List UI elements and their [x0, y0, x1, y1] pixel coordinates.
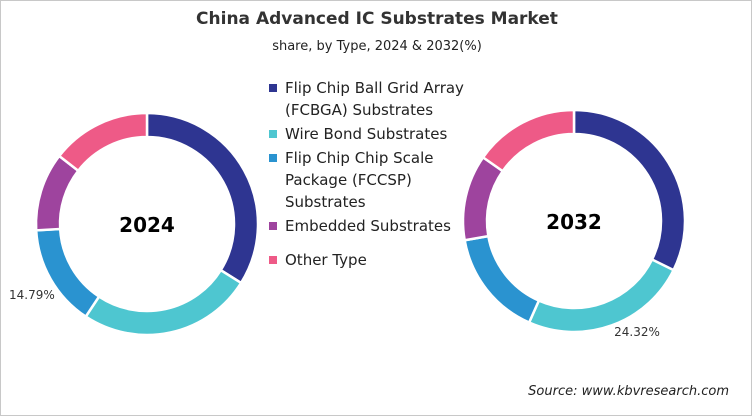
chart-subtitle: share, by Type, 2024 & 2032(%): [272, 39, 482, 54]
legend-swatch: [269, 130, 277, 138]
donut-slice: [34, 227, 101, 319]
legend-swatch: [269, 256, 277, 264]
data-label: 24.32%: [614, 325, 660, 339]
legend-label: Flip Chip Chip Scale Package (FCCSP) Sub…: [285, 149, 434, 211]
donut-slice: [572, 108, 687, 272]
legend-item: Wire Bond Substrates: [269, 123, 469, 145]
legend-label: Flip Chip Ball Grid Array (FCBGA) Substr…: [285, 79, 464, 119]
donut-slice: [84, 268, 243, 337]
legend-item: Flip Chip Chip Scale Package (FCCSP) Sub…: [269, 147, 469, 213]
donut-slice: [145, 111, 260, 285]
legend: Flip Chip Ball Grid Array (FCBGA) Substr…: [269, 77, 469, 273]
center-label: 2024: [119, 213, 175, 237]
legend-swatch: [269, 84, 277, 92]
legend-swatch: [269, 222, 277, 230]
donut-slice: [463, 234, 541, 325]
legend-item: Flip Chip Ball Grid Array (FCBGA) Substr…: [269, 77, 469, 121]
legend-label: Embedded Substrates: [285, 217, 451, 235]
legend-label: Wire Bond Substrates: [285, 125, 448, 143]
legend-label: Other Type: [285, 251, 367, 269]
chart-title: China Advanced IC Substrates Market: [196, 9, 558, 29]
center-label: 2032: [546, 210, 602, 234]
legend-swatch: [269, 154, 277, 162]
data-label: 14.79%: [9, 288, 55, 302]
donut-slice: [481, 108, 576, 173]
donut-slice: [57, 111, 149, 173]
source-note: Source: www.kbvresearch.com: [528, 384, 729, 399]
legend-item: Other Type: [269, 249, 469, 271]
legend-item: Embedded Substrates: [269, 215, 469, 237]
donut-slice: [527, 257, 676, 334]
